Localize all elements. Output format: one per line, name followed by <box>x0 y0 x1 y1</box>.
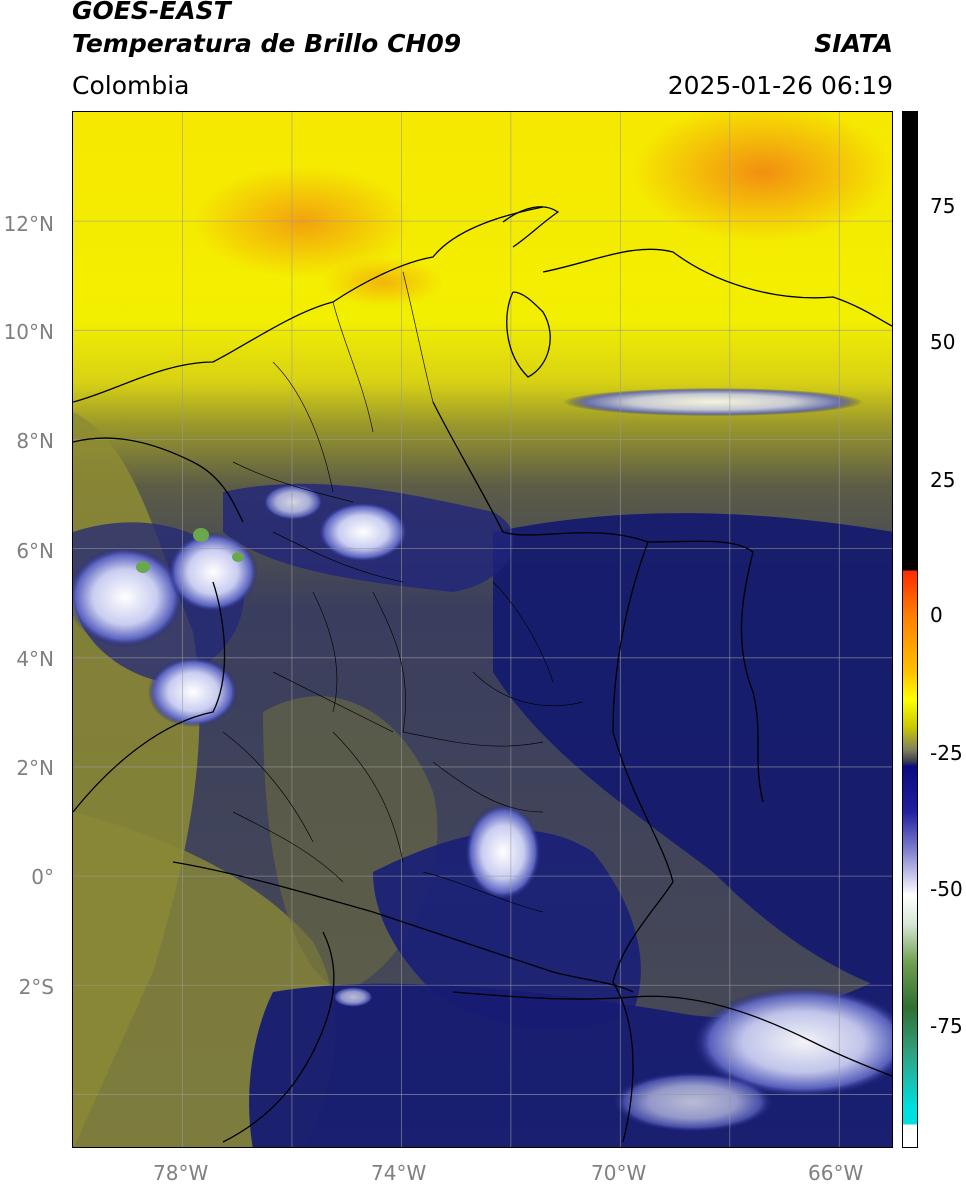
cloud-southeast-b <box>613 1072 773 1132</box>
cloud-green-core-c <box>232 552 244 562</box>
lat-tick-0: 0° <box>31 865 54 889</box>
colorbar-tick-minus50: -50 <box>930 877 963 901</box>
colorbar-tick-minus75: -75 <box>930 1014 963 1038</box>
lon-tick-66w: 66°W <box>808 1161 864 1185</box>
amazon-navy <box>373 830 641 1030</box>
cloud-pacific-a <box>73 547 183 647</box>
orinoco-border <box>612 541 674 883</box>
colombia-peru-border <box>172 861 634 993</box>
satellite-title: GOES-EAST <box>72 0 231 25</box>
cloud-pacific-b <box>168 532 258 612</box>
colorbar-tick-75: 75 <box>930 194 956 218</box>
colombia-venezuela-border <box>432 401 764 803</box>
east-navy <box>493 513 892 992</box>
datetime-label: 2025-01-26 06:19 <box>667 71 893 100</box>
lat-tick-4n: 4°N <box>16 647 54 671</box>
colombia-brazil-border <box>612 881 674 1143</box>
borders <box>73 206 892 1143</box>
cloud-south-small <box>333 987 373 1007</box>
maracaibo-lake <box>506 291 551 378</box>
hotspot-north <box>323 257 443 307</box>
lat-tick-10n: 10°N <box>3 320 54 344</box>
guajira-peninsula <box>502 206 560 248</box>
region-label: Colombia <box>72 71 190 100</box>
cloud-green-core-b <box>193 528 209 542</box>
satellite-map <box>72 111 893 1148</box>
lat-tick-8n: 8°N <box>16 429 54 453</box>
lat-tick-12n: 12°N <box>3 212 54 236</box>
colorbar <box>902 111 918 1148</box>
cloud-pacific-c <box>148 657 238 727</box>
lon-tick-70w: 70°W <box>591 1161 647 1185</box>
colorbar-tick-50: 50 <box>930 330 956 354</box>
colorbar-tick-0: 0 <box>930 603 943 627</box>
product-title: Temperatura de Brillo CH09 <box>72 29 462 58</box>
amazon-river <box>452 991 892 1077</box>
departments <box>222 271 584 913</box>
lon-tick-74w: 74°W <box>371 1161 427 1185</box>
colorbar-tick-25: 25 <box>930 468 956 492</box>
peru-ecuador-border <box>222 931 335 1143</box>
cloud-north-andes <box>318 502 408 562</box>
cloud-north-andes-b <box>263 484 323 520</box>
cloud-southeast <box>693 987 892 1097</box>
pacific-coast <box>73 581 226 813</box>
cloud-green-core-a <box>136 561 150 573</box>
lat-tick-6n: 6°N <box>16 539 54 563</box>
colorbar-tick-minus25: -25 <box>930 741 963 765</box>
cloud-venezuela-strip <box>563 388 863 416</box>
graticule <box>73 112 892 1147</box>
lon-tick-78w: 78°W <box>153 1161 209 1185</box>
venezuela-coast <box>542 248 892 327</box>
hotspot-northwest <box>193 167 413 277</box>
lat-tick-2s: 2°S <box>18 975 54 999</box>
panama-border <box>73 437 244 523</box>
cloud-amazon <box>465 804 541 900</box>
hotspot-northeast <box>633 112 892 242</box>
lat-tick-2n: 2°N <box>16 756 54 780</box>
brand-label: SIATA <box>814 29 893 58</box>
